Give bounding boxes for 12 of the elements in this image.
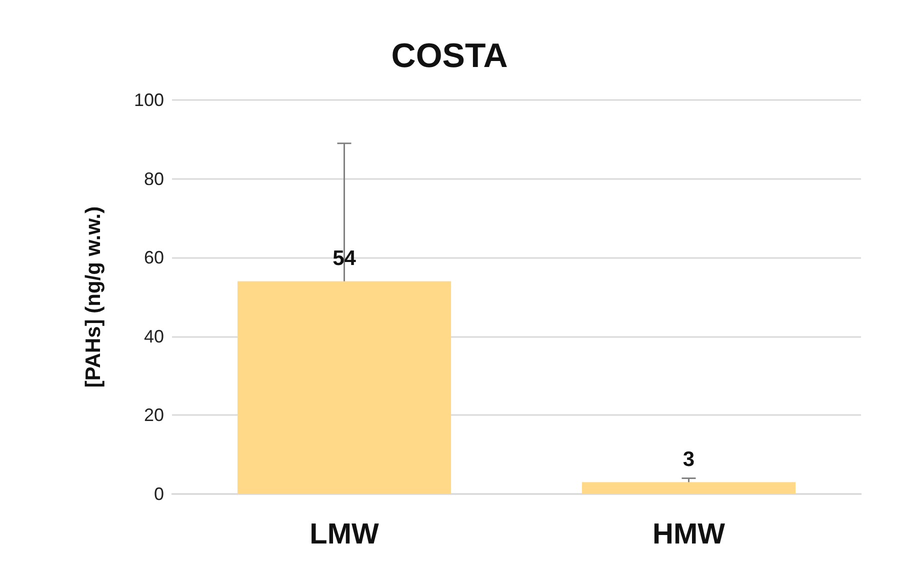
- y-tick-label: 0: [154, 484, 164, 504]
- data-label: 3: [682, 448, 695, 472]
- y-tick-label: 20: [144, 405, 164, 426]
- data-label: 54: [332, 247, 356, 270]
- x-tick-label: HMW: [652, 518, 726, 550]
- y-tick-label: 40: [144, 326, 164, 346]
- y-tick-label: 100: [134, 90, 164, 110]
- y-axis-title: [PAHs] (ng/g w.w.): [82, 206, 105, 388]
- y-tick-label: 80: [144, 168, 164, 189]
- chart-title: COSTA: [391, 37, 508, 75]
- y-tick-label: 60: [144, 248, 164, 268]
- x-tick-label: LMW: [310, 518, 380, 550]
